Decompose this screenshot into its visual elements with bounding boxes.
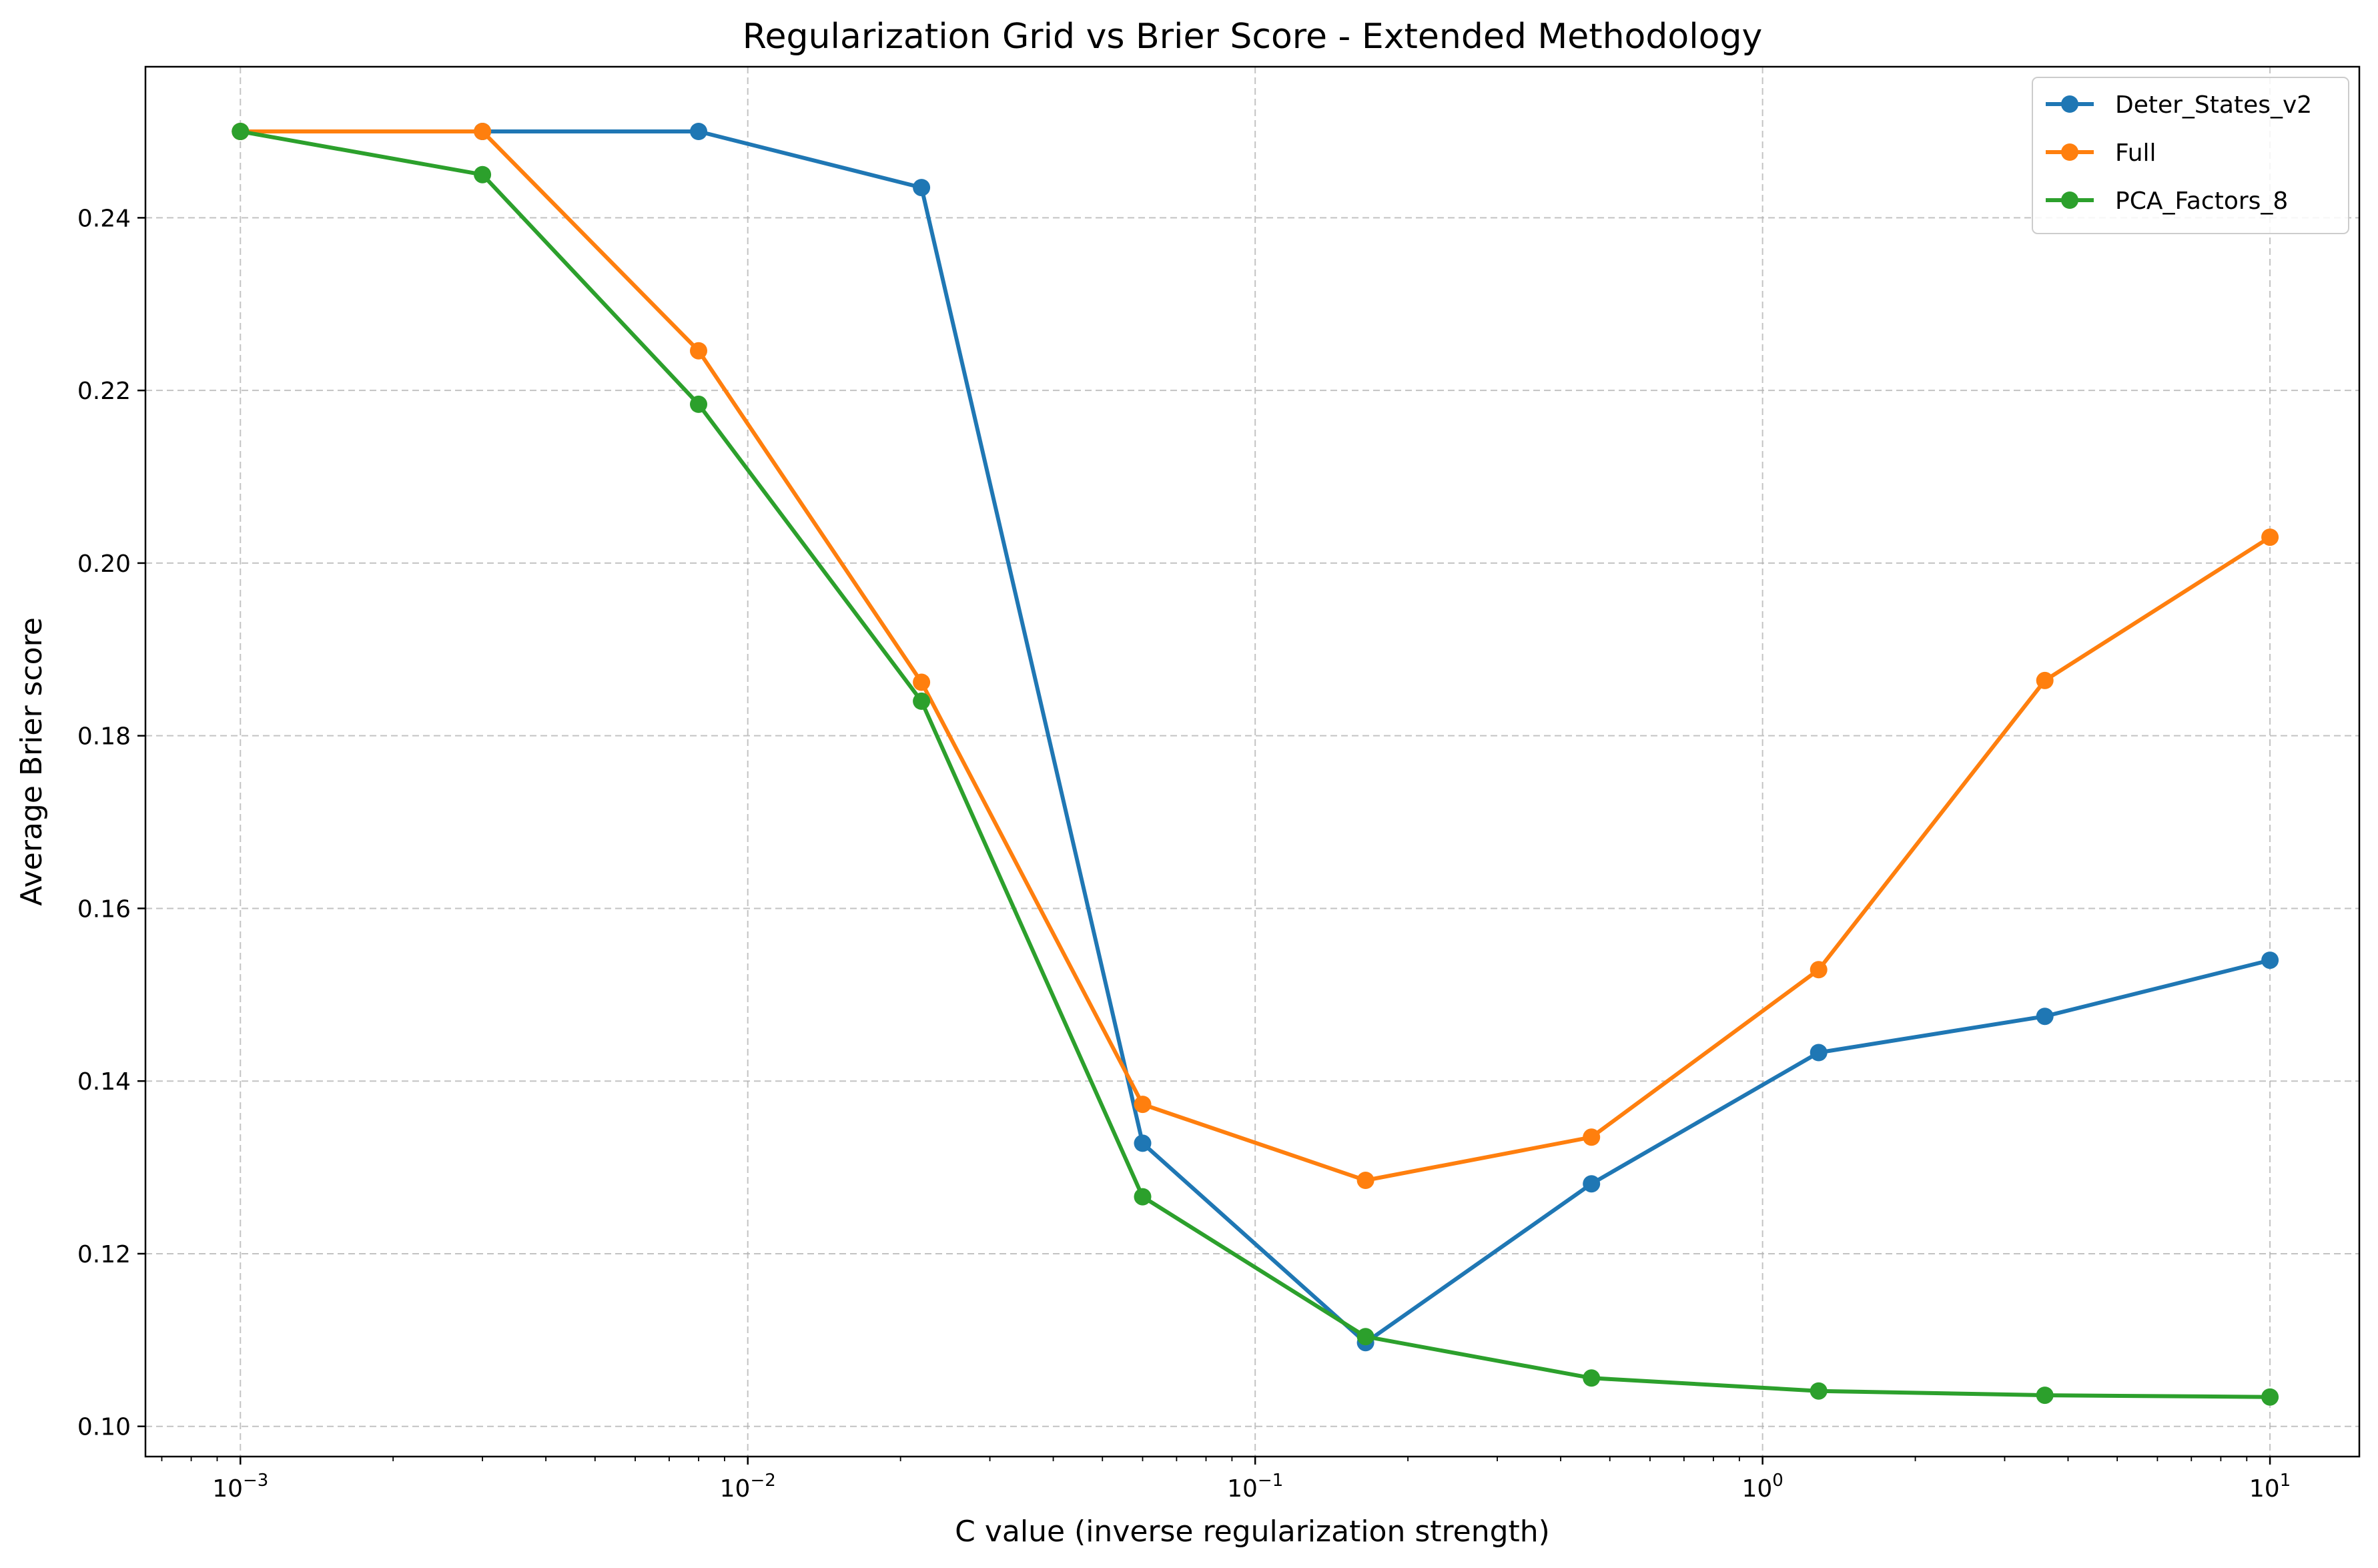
y-tick-label: 0.24 [77,205,131,232]
data-point-full [1583,1128,1601,1146]
data-point-deter-states-v2 [1810,1044,1828,1062]
data-point-pca-factors-8 [474,165,492,183]
series-line-full [238,129,2273,1182]
legend-box [2032,77,2349,234]
data-point-deter-states-v2 [1134,1134,1152,1152]
data-point-full [474,123,492,140]
data-point-deter-states-v2 [1583,1175,1601,1193]
data-point-full [1356,1172,1374,1189]
data-point-pca-factors-8 [1356,1328,1374,1346]
data-point-pca-factors-8 [1810,1382,1828,1400]
data-point-full [690,342,707,360]
legend-label-pca-factors-8: PCA_Factors_8 [2115,187,2288,215]
data-point-deter-states-v2 [913,179,931,197]
data-point-pca-factors-8 [913,692,931,710]
legend-marker-pca-factors-8 [2061,191,2078,209]
x-tick-label: 10−1 [1227,1471,1283,1503]
chart-title: Regularization Grid vs Brier Score - Ext… [743,17,1763,57]
series-line-pca-factors-8 [238,129,2273,1399]
data-point-full [2261,528,2279,546]
axis-ticks: 10−3 10−2 10−1 100 101 0.10 0.12 0.14 0.16 0.18 0.… [77,205,2291,1503]
data-point-full [2036,671,2054,689]
x-tick-label: 10−2 [720,1471,776,1503]
data-point-pca-factors-8 [232,123,250,140]
series-line-deter-states-v2 [238,129,2273,1345]
y-tick-label: 0.12 [77,1241,131,1268]
data-point-full [913,673,931,691]
y-tick-label: 0.20 [77,550,131,578]
legend-marker-full [2061,143,2078,161]
data-point-full [1134,1096,1152,1114]
data-point-deter-states-v2 [2036,1008,2054,1026]
data-point-pca-factors-8 [2036,1387,2054,1405]
x-tick-label: 101 [2249,1471,2291,1503]
y-tick-label: 0.16 [77,895,131,923]
y-tick-label: 0.14 [77,1068,131,1096]
series-lines [232,123,2279,1406]
data-point-pca-factors-8 [1134,1188,1152,1206]
x-axis-label: C value (inverse regularization strength… [955,1515,1550,1549]
legend: Deter_States_v2 Full PCA_Factors_8 [2032,77,2349,234]
plot-frame [144,65,2361,1458]
x-tick-label: 10−3 [212,1471,268,1503]
y-tick-label: 0.18 [77,723,131,751]
data-point-deter-states-v2 [2261,951,2279,969]
legend-marker-deter-states-v2 [2061,95,2078,113]
data-point-deter-states-v2 [690,123,707,140]
y-tick-label: 0.10 [77,1414,131,1441]
grid [145,67,2359,1457]
y-axis-label: Average Brier score [15,617,49,906]
y-tick-label: 0.22 [77,378,131,405]
data-point-pca-factors-8 [1583,1369,1601,1387]
legend-label-deter-states-v2: Deter_States_v2 [2115,91,2312,119]
data-point-pca-factors-8 [2261,1388,2279,1406]
legend-label-full: Full [2115,139,2156,167]
data-point-full [1810,961,1828,979]
x-tick-label: 100 [1741,1471,1783,1503]
data-point-pca-factors-8 [690,395,707,413]
